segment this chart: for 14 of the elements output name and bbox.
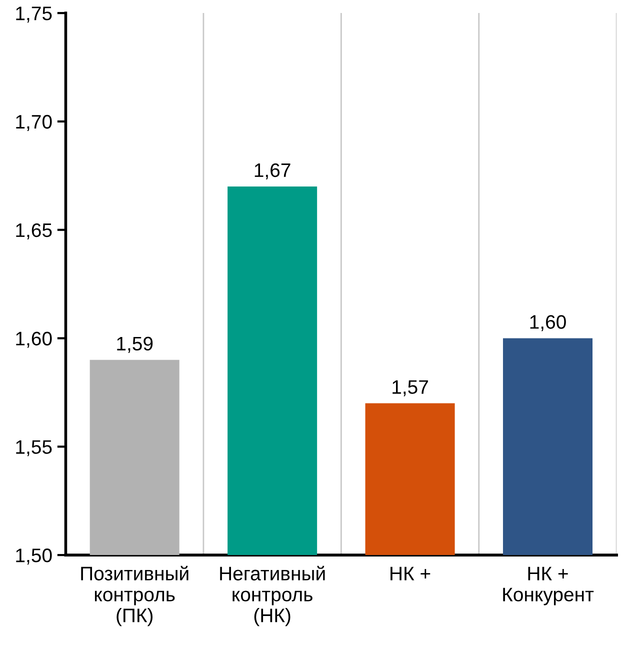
data-label: 1,57 [392,380,428,396]
data-label: 1,59 [117,336,153,353]
x-tick-label: Позитивный контроль (ПК) [81,566,188,626]
data-label: 1,67 [254,163,290,180]
y-tick-label: 1,70 [16,114,52,131]
y-tick-label: 1,65 [16,223,52,240]
x-tick-label: НК + Конкурент [503,566,594,606]
data-label: 1,60 [530,315,566,332]
y-tick-label: 1,50 [16,548,52,565]
y-tick-label: 1,55 [16,440,52,456]
y-tick-label: 1,60 [16,332,52,348]
x-tick-label: НК + [390,566,430,580]
x-tick-label: Негативный контроль (НК) [220,566,325,626]
y-tick-label: 1,75 [16,6,52,23]
